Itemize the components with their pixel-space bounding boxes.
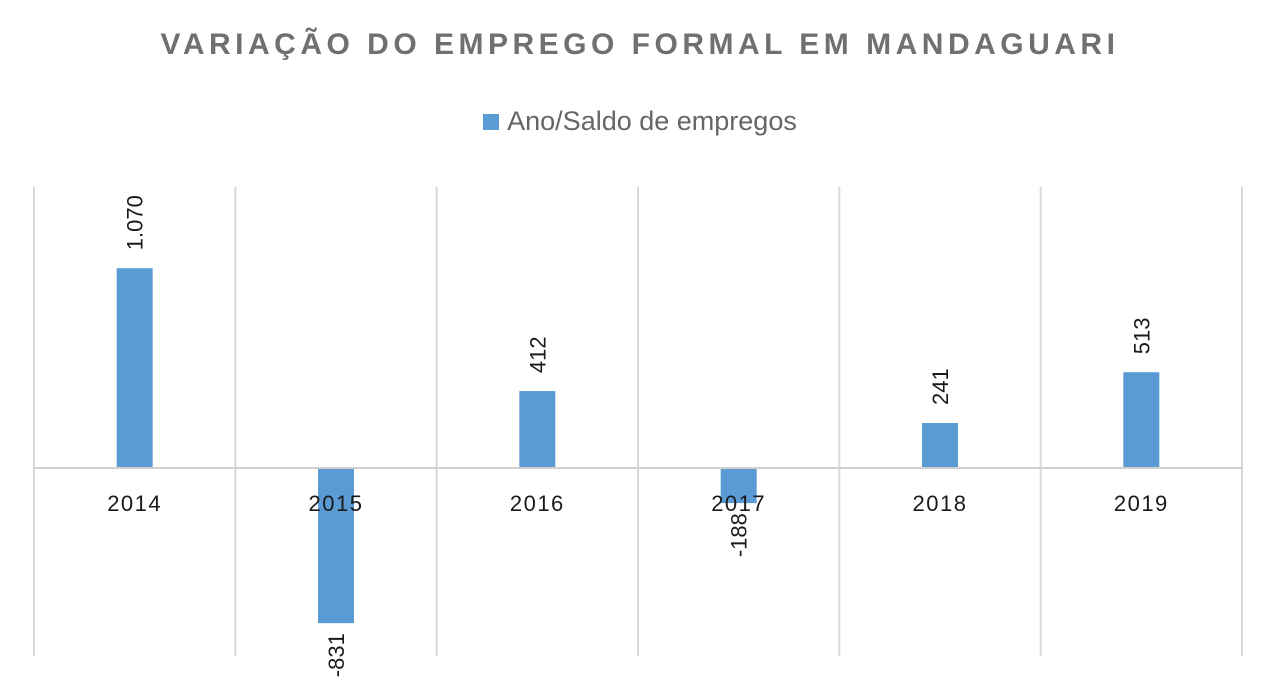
x-tick-label-2015: 2015 (309, 491, 364, 516)
grid-layer (33, 187, 1243, 656)
data-label-2014: 1.070 (123, 195, 148, 250)
legend-label: Ano/Saldo de empregos (507, 106, 797, 136)
chart-title: VARIAÇÃO DO EMPREGO FORMAL EM MANDAGUARI (160, 28, 1120, 61)
data-label-2018: 241 (928, 368, 953, 405)
legend-swatch (483, 113, 500, 130)
bar-2017 (720, 468, 757, 504)
x-tick-label-2014: 2014 (107, 491, 162, 516)
data-label-2019: 513 (1129, 318, 1154, 355)
bar-2016 (519, 391, 556, 468)
bar-2014 (116, 268, 153, 468)
data-label-2016: 412 (525, 336, 550, 373)
data-label-2017: -188 (727, 513, 752, 557)
label-layer: 1.070 -831 412 -188 241 513 (123, 195, 1155, 677)
axis-layer: 2014 2015 2016 2017 2018 2019 (34, 467, 1242, 516)
bar-2018 (922, 423, 958, 468)
bar-2019 (1123, 372, 1160, 468)
data-label-2015: -831 (324, 633, 349, 677)
legend: Ano/Saldo de empregos (0, 106, 1280, 137)
bar-layer (116, 268, 1160, 624)
x-tick-label-2016: 2016 (510, 491, 565, 516)
x-tick-label-2019: 2019 (1114, 491, 1169, 516)
x-tick-label-2018: 2018 (913, 491, 968, 516)
bar-2015 (318, 468, 354, 624)
x-tick-label-2017: 2017 (711, 491, 766, 516)
